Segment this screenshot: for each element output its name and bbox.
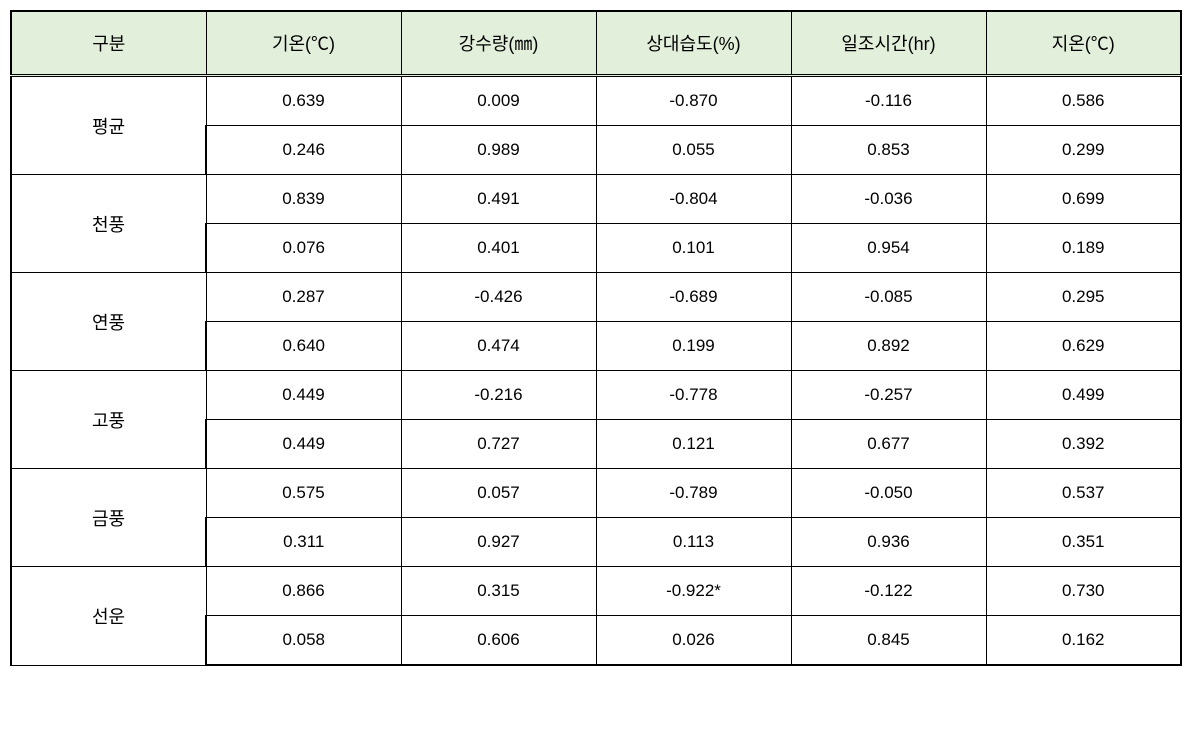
cell-value: 0.026	[596, 616, 791, 666]
cell-value: 0.449	[206, 420, 401, 469]
cell-value: 0.295	[986, 273, 1181, 322]
table-row: 금풍 0.575 0.057 -0.789 -0.050 0.537	[11, 469, 1181, 518]
cell-value: -0.922*	[596, 567, 791, 616]
cell-value: -0.870	[596, 76, 791, 126]
cell-value: 0.055	[596, 126, 791, 175]
cell-value: 0.575	[206, 469, 401, 518]
cell-value: -0.689	[596, 273, 791, 322]
cell-value: 0.989	[401, 126, 596, 175]
table-row: 연풍 0.287 -0.426 -0.689 -0.085 0.295	[11, 273, 1181, 322]
cell-value: 0.629	[986, 322, 1181, 371]
header-temperature: 기온(℃)	[206, 11, 401, 76]
cell-value: 0.189	[986, 224, 1181, 273]
cell-value: -0.085	[791, 273, 986, 322]
cell-value: -0.778	[596, 371, 791, 420]
cell-value: 0.474	[401, 322, 596, 371]
cell-value: 0.586	[986, 76, 1181, 126]
cell-value: 0.162	[986, 616, 1181, 666]
cell-value: 0.853	[791, 126, 986, 175]
cell-value: 0.606	[401, 616, 596, 666]
cell-value: 0.730	[986, 567, 1181, 616]
cell-value: 0.699	[986, 175, 1181, 224]
cell-value: 0.246	[206, 126, 401, 175]
cell-value: 0.537	[986, 469, 1181, 518]
cell-value: -0.216	[401, 371, 596, 420]
data-table: 구분 기온(℃) 강수량(㎜) 상대습도(%) 일조시간(hr) 지온(℃) 평…	[10, 10, 1182, 666]
header-soil-temp: 지온(℃)	[986, 11, 1181, 76]
cell-value: 0.839	[206, 175, 401, 224]
cell-value: 0.499	[986, 371, 1181, 420]
cell-value: 0.392	[986, 420, 1181, 469]
cell-value: -0.050	[791, 469, 986, 518]
cell-value: 0.311	[206, 518, 401, 567]
cell-value: 0.449	[206, 371, 401, 420]
cell-value: 0.101	[596, 224, 791, 273]
header-humidity: 상대습도(%)	[596, 11, 791, 76]
cell-value: 0.299	[986, 126, 1181, 175]
cell-value: 0.936	[791, 518, 986, 567]
row-label: 평균	[11, 76, 206, 175]
header-row: 구분 기온(℃) 강수량(㎜) 상대습도(%) 일조시간(hr) 지온(℃)	[11, 11, 1181, 76]
cell-value: -0.257	[791, 371, 986, 420]
row-label: 천풍	[11, 175, 206, 273]
cell-value: 0.640	[206, 322, 401, 371]
row-label: 연풍	[11, 273, 206, 371]
row-label: 선운	[11, 567, 206, 666]
table-row: 평균 0.639 0.009 -0.870 -0.116 0.586	[11, 76, 1181, 126]
cell-value: 0.058	[206, 616, 401, 666]
cell-value: 0.727	[401, 420, 596, 469]
cell-value: 0.315	[401, 567, 596, 616]
cell-value: 0.954	[791, 224, 986, 273]
table-row: 천풍 0.839 0.491 -0.804 -0.036 0.699	[11, 175, 1181, 224]
cell-value: -0.036	[791, 175, 986, 224]
cell-value: 0.927	[401, 518, 596, 567]
header-category: 구분	[11, 11, 206, 76]
cell-value: 0.491	[401, 175, 596, 224]
cell-value: -0.804	[596, 175, 791, 224]
cell-value: 0.845	[791, 616, 986, 666]
table-body: 평균 0.639 0.009 -0.870 -0.116 0.586 0.246…	[11, 76, 1181, 666]
cell-value: 0.287	[206, 273, 401, 322]
cell-value: 0.057	[401, 469, 596, 518]
table-row: 고풍 0.449 -0.216 -0.778 -0.257 0.499	[11, 371, 1181, 420]
cell-value: 0.009	[401, 76, 596, 126]
cell-value: 0.351	[986, 518, 1181, 567]
row-label: 금풍	[11, 469, 206, 567]
cell-value: -0.116	[791, 76, 986, 126]
cell-value: -0.122	[791, 567, 986, 616]
cell-value: -0.426	[401, 273, 596, 322]
header-sunshine: 일조시간(hr)	[791, 11, 986, 76]
header-precipitation: 강수량(㎜)	[401, 11, 596, 76]
row-label: 고풍	[11, 371, 206, 469]
cell-value: 0.639	[206, 76, 401, 126]
cell-value: -0.789	[596, 469, 791, 518]
cell-value: 0.199	[596, 322, 791, 371]
cell-value: 0.677	[791, 420, 986, 469]
cell-value: 0.121	[596, 420, 791, 469]
cell-value: 0.113	[596, 518, 791, 567]
cell-value: 0.892	[791, 322, 986, 371]
cell-value: 0.076	[206, 224, 401, 273]
table-row: 선운 0.866 0.315 -0.922* -0.122 0.730	[11, 567, 1181, 616]
cell-value: 0.401	[401, 224, 596, 273]
cell-value: 0.866	[206, 567, 401, 616]
